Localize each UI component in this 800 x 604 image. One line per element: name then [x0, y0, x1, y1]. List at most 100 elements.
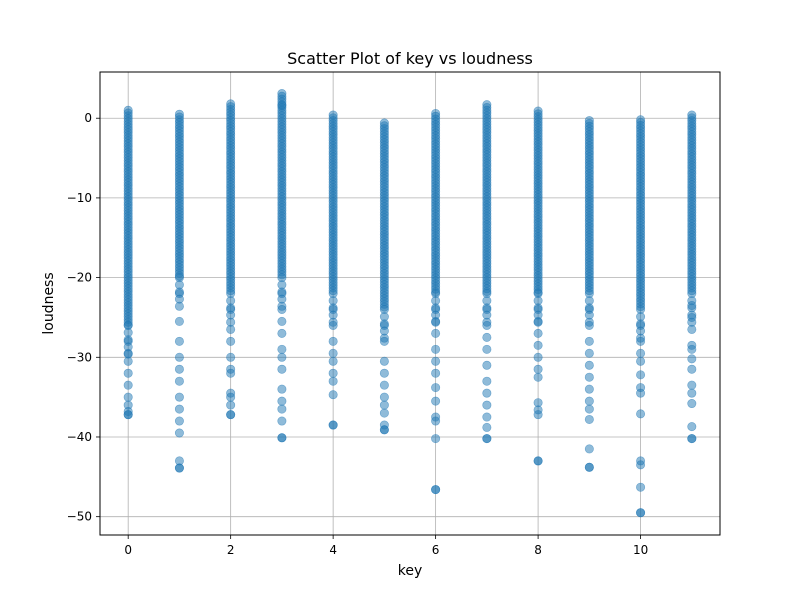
scatter-point — [533, 340, 543, 350]
y-axis-label: loudness — [41, 272, 57, 334]
scatter-point — [533, 316, 543, 326]
scatter-point — [174, 404, 184, 414]
y-tick-label: −40 — [67, 430, 92, 444]
scatter-point — [226, 336, 236, 346]
scatter-point — [277, 352, 287, 362]
scatter-point — [584, 320, 594, 330]
scatter-point — [174, 428, 184, 438]
scatter-point — [687, 388, 697, 398]
scatter-point — [123, 356, 133, 366]
scatter-point — [533, 456, 543, 466]
scatter-point — [174, 364, 184, 374]
scatter-point — [123, 410, 133, 420]
scatter-point — [687, 300, 697, 310]
y-tick-label: 0 — [84, 111, 92, 125]
scatter-point — [328, 368, 338, 378]
scatter-point — [226, 368, 236, 378]
x-tick-label: 6 — [432, 543, 440, 557]
scatter-point — [636, 320, 646, 330]
y-tick-label: −50 — [67, 510, 92, 524]
scatter-point — [431, 383, 441, 393]
points-layer — [123, 89, 697, 518]
scatter-point — [226, 392, 236, 402]
scatter-point — [636, 508, 646, 518]
scatter-point — [226, 352, 236, 362]
scatter-point — [123, 368, 133, 378]
scatter-point — [379, 356, 389, 366]
scatter-point — [174, 463, 184, 473]
y-tick-label: −10 — [67, 191, 92, 205]
scatter-point — [328, 348, 338, 358]
scatter-point — [123, 392, 133, 402]
scatter-point — [379, 392, 389, 402]
scatter-point — [174, 336, 184, 346]
scatter-point — [636, 370, 646, 380]
scatter-point — [277, 289, 287, 299]
chart-title: Scatter Plot of key vs loudness — [287, 49, 533, 68]
scatter-point — [277, 396, 287, 406]
scatter-point — [277, 328, 287, 338]
y-ticks: 0 −10 −20 −30 −40 −50 — [67, 111, 100, 524]
x-tick-label: 0 — [124, 543, 132, 557]
scatter-point — [174, 316, 184, 326]
scatter-point — [584, 414, 594, 424]
scatter-point — [636, 348, 646, 358]
scatter-point — [482, 388, 492, 398]
scatter-point — [584, 462, 594, 472]
scatter-point — [174, 301, 184, 311]
scatter-point — [533, 352, 543, 362]
x-tick-label: 4 — [329, 543, 337, 557]
scatter-point — [277, 416, 287, 426]
scatter-point — [123, 336, 133, 346]
scatter-point — [328, 420, 338, 430]
scatter-point — [277, 433, 287, 443]
scatter-point — [482, 422, 492, 432]
scatter-point — [277, 316, 287, 326]
scatter-point — [277, 304, 287, 314]
x-tick-label: 2 — [227, 543, 235, 557]
scatter-point — [687, 434, 697, 444]
scatter-point — [379, 400, 389, 410]
scatter-point — [328, 320, 338, 330]
scatter-point — [687, 344, 697, 354]
scatter-point — [431, 356, 441, 366]
scatter-point — [482, 412, 492, 422]
scatter-point — [636, 356, 646, 366]
scatter-point — [687, 399, 697, 409]
scatter-point — [687, 312, 697, 322]
scatter-point — [584, 348, 594, 358]
scatter-point — [482, 360, 492, 370]
scatter-point — [687, 364, 697, 374]
scatter-point — [482, 344, 492, 354]
scatter-point — [174, 416, 184, 426]
scatter-point — [226, 304, 236, 314]
scatter-point — [584, 360, 594, 370]
scatter-point — [482, 320, 492, 330]
scatter-point — [636, 460, 646, 470]
scatter-point — [687, 354, 697, 364]
scatter-point — [328, 390, 338, 400]
scatter-point — [431, 485, 441, 495]
scatter-point — [379, 320, 389, 330]
scatter-point — [584, 404, 594, 414]
scatter-point — [123, 348, 133, 358]
scatter-point — [431, 344, 441, 354]
scatter-point — [277, 344, 287, 354]
scatter-point — [687, 324, 697, 334]
scatter-point — [636, 409, 646, 419]
x-ticks: 0 2 4 6 8 10 — [124, 535, 648, 557]
scatter-point — [584, 336, 594, 346]
x-tick-label: 10 — [633, 543, 648, 557]
scatter-point — [584, 304, 594, 314]
scatter-point — [584, 444, 594, 454]
scatter-point — [482, 400, 492, 410]
scatter-point — [533, 372, 543, 382]
scatter-point — [379, 336, 389, 346]
scatter-point — [328, 356, 338, 366]
scatter-point — [277, 384, 287, 394]
scatter-point — [174, 376, 184, 386]
scatter-point — [226, 410, 236, 420]
plot-frame — [99, 71, 721, 536]
